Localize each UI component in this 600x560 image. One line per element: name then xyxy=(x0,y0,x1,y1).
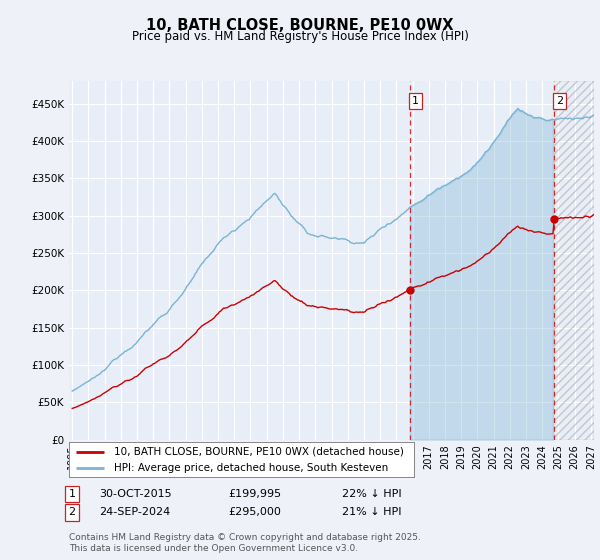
Text: £199,995: £199,995 xyxy=(228,489,281,499)
Text: 10, BATH CLOSE, BOURNE, PE10 0WX (detached house): 10, BATH CLOSE, BOURNE, PE10 0WX (detach… xyxy=(114,447,404,457)
Text: Contains HM Land Registry data © Crown copyright and database right 2025.
This d: Contains HM Land Registry data © Crown c… xyxy=(69,533,421,553)
Text: 1: 1 xyxy=(412,96,419,106)
Text: Price paid vs. HM Land Registry's House Price Index (HPI): Price paid vs. HM Land Registry's House … xyxy=(131,30,469,43)
Text: £295,000: £295,000 xyxy=(228,507,281,517)
Text: HPI: Average price, detached house, South Kesteven: HPI: Average price, detached house, Sout… xyxy=(114,463,388,473)
Text: 22% ↓ HPI: 22% ↓ HPI xyxy=(342,489,401,499)
Text: 10, BATH CLOSE, BOURNE, PE10 0WX: 10, BATH CLOSE, BOURNE, PE10 0WX xyxy=(146,18,454,33)
Text: 30-OCT-2015: 30-OCT-2015 xyxy=(99,489,172,499)
Text: 24-SEP-2024: 24-SEP-2024 xyxy=(99,507,170,517)
Text: 2: 2 xyxy=(556,96,563,106)
Text: 1: 1 xyxy=(68,489,76,499)
Text: 21% ↓ HPI: 21% ↓ HPI xyxy=(342,507,401,517)
Text: 2: 2 xyxy=(68,507,76,517)
